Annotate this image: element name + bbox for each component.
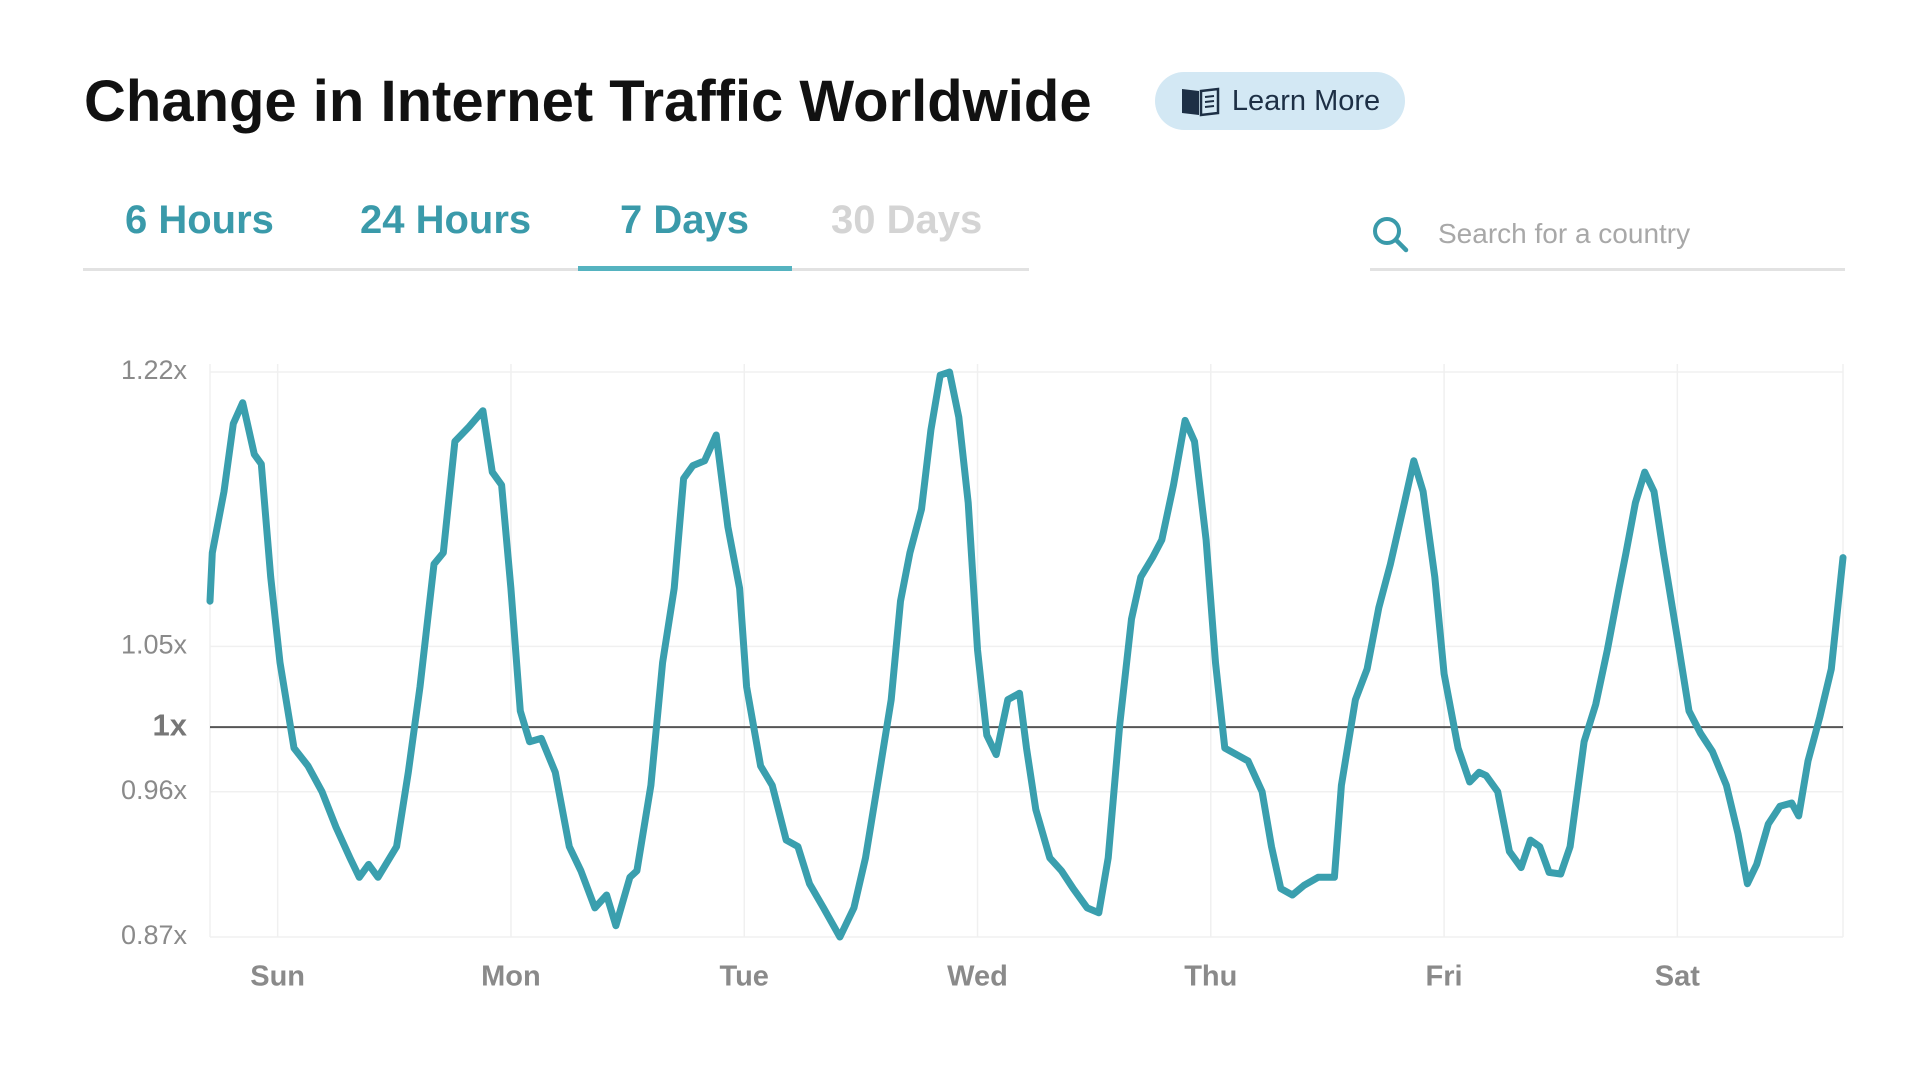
y-tick-label: 0.96x	[121, 775, 188, 805]
x-tick-label: Wed	[947, 961, 1008, 993]
x-tick-label: Thu	[1184, 961, 1237, 993]
search-icon	[1373, 217, 1409, 253]
tab[interactable]: 6 Hours	[125, 198, 274, 242]
search-placeholder: Search for a country	[1438, 218, 1691, 249]
tab[interactable]: 24 Hours	[360, 198, 532, 242]
y-tick-label: 1.05x	[121, 630, 188, 660]
learn-more-label: Learn More	[1231, 84, 1381, 117]
x-tick-label: Sun	[250, 961, 305, 993]
traffic-line	[206, 368, 1847, 941]
x-tick-label: Sat	[1655, 961, 1700, 993]
tab[interactable]: 30 Days	[831, 198, 983, 242]
search-box[interactable]: Search for a country	[1370, 200, 1845, 271]
y-tick-label: 0.87x	[121, 920, 188, 950]
tab[interactable]: 7 Days	[620, 198, 749, 242]
x-tick-label: Fri	[1426, 961, 1463, 993]
tab-bar: 6 Hours 24 Hours 7 Days 30 Days	[83, 190, 1029, 271]
y-tick-label: 1x	[153, 707, 188, 742]
y-tick-label: 1.22x	[121, 355, 188, 385]
learn-more-button[interactable]: Learn More	[1155, 72, 1405, 130]
title: Change in Internet Traffic Worldwide	[84, 69, 1092, 134]
x-tick-label: Tue	[720, 961, 769, 993]
x-tick-label: Mon	[481, 961, 541, 993]
active-tab-indicator	[578, 266, 792, 271]
book-icon	[1181, 87, 1220, 117]
